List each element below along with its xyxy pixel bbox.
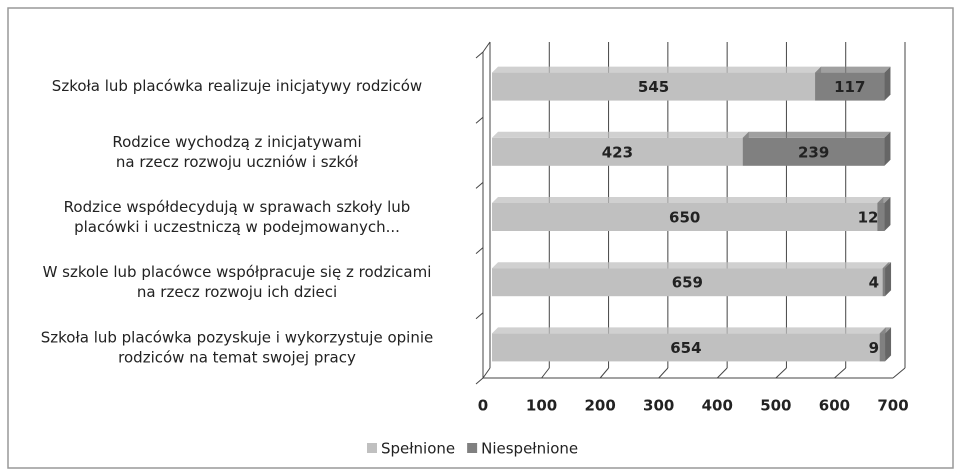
grid-line <box>775 367 787 379</box>
bar-face <box>492 262 889 269</box>
bar-face <box>885 262 892 297</box>
category-tick <box>475 377 484 385</box>
bar-face <box>492 131 749 138</box>
category-tick <box>475 247 484 254</box>
bar <box>742 131 891 166</box>
bar-face <box>492 72 816 101</box>
grid-line <box>892 367 906 379</box>
bar <box>877 197 891 231</box>
bar-face <box>492 327 886 334</box>
bar-face <box>742 131 891 138</box>
bar <box>882 262 892 297</box>
bar-face <box>882 262 892 269</box>
bar-face <box>879 327 892 334</box>
legend-swatch <box>467 443 478 453</box>
bar <box>492 327 886 362</box>
grid-line <box>541 367 550 379</box>
legend-label: Spełnione <box>381 440 455 458</box>
value-label: 654 <box>670 339 701 357</box>
bar <box>492 197 884 231</box>
grid-line <box>482 367 491 379</box>
bar <box>879 327 892 362</box>
bar-face <box>742 137 885 166</box>
bar-face <box>884 131 891 166</box>
bar-face <box>492 137 743 166</box>
category-tick <box>475 312 484 320</box>
bar-face <box>815 72 885 101</box>
bar <box>492 131 749 166</box>
grid-line <box>658 367 669 379</box>
category-tick <box>475 51 484 59</box>
value-label: 659 <box>672 274 703 292</box>
y-tick-label: W szkole lub placówce współpracuje się z… <box>43 263 432 301</box>
category-tick <box>475 182 484 189</box>
bar <box>492 66 822 101</box>
x-tick-label: 0 <box>478 397 488 415</box>
value-label: 650 <box>669 209 700 227</box>
grid-line <box>716 367 728 379</box>
x-tick-label: 200 <box>584 397 615 415</box>
bar-face <box>492 66 822 73</box>
grid-line <box>599 367 609 379</box>
bar-face <box>815 66 891 73</box>
value-label: 12 <box>858 209 879 227</box>
value-label: 4 <box>869 274 879 292</box>
bar-face <box>884 197 891 231</box>
y-tick-label: Szkoła lub placówka realizuje inicjatywy… <box>52 77 422 95</box>
x-tick-label: 300 <box>643 397 674 415</box>
bar-face <box>492 333 880 362</box>
bar <box>815 66 891 101</box>
legend-label: Niespełnione <box>481 440 578 458</box>
bar-face <box>877 197 891 203</box>
x-tick-label: 100 <box>526 397 557 415</box>
value-label: 545 <box>638 78 669 96</box>
category-tick <box>475 116 484 124</box>
x-tick-label: 400 <box>702 397 733 415</box>
y-tick-label: Rodzice współdecydują w sprawach szkoły … <box>64 198 411 236</box>
x-tick-label: 700 <box>877 397 908 415</box>
value-label: 239 <box>798 143 829 161</box>
bar-face <box>879 333 886 362</box>
grid-line <box>834 367 847 379</box>
value-label: 9 <box>869 339 879 357</box>
wall <box>482 41 491 53</box>
bar-face <box>885 327 892 362</box>
bar-face <box>884 66 891 101</box>
bar-face <box>492 203 878 231</box>
value-label: 423 <box>602 143 633 161</box>
bar-face <box>877 203 885 231</box>
bar-face <box>492 268 883 297</box>
legend-swatch <box>367 443 377 453</box>
value-label: 117 <box>834 78 865 96</box>
bar-face <box>492 197 884 203</box>
y-tick-label: Rodzice wychodzą z inicjatywami na rzecz … <box>112 132 361 170</box>
bar-face <box>882 268 886 297</box>
x-tick-label: 500 <box>760 397 791 415</box>
x-tick-label: 600 <box>819 397 850 415</box>
y-tick-label: Szkoła lub placówka pozyskuje i wykorzys… <box>41 328 434 366</box>
bar <box>492 262 889 297</box>
